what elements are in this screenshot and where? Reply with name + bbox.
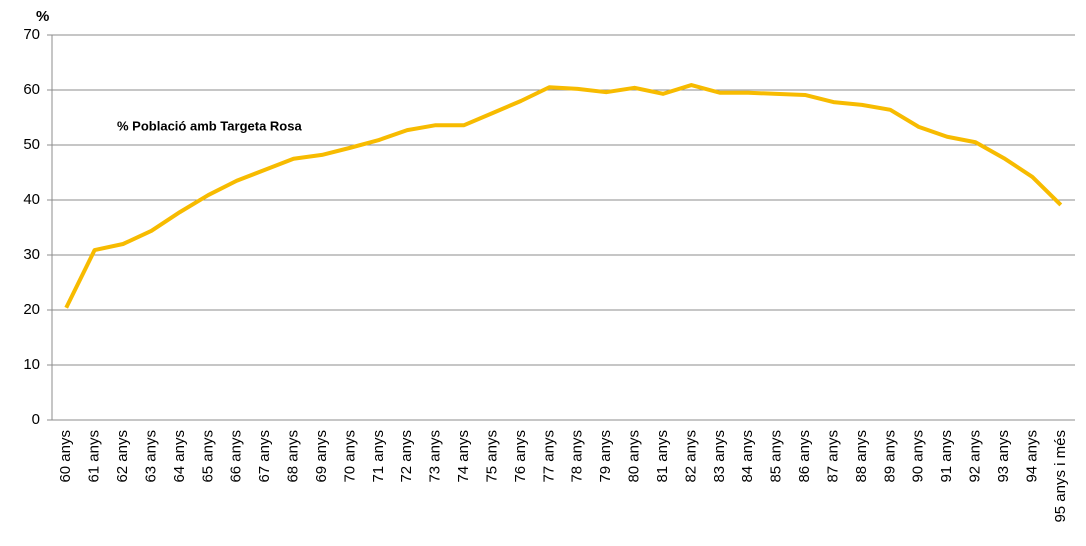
x-tick-label: 86 anys [796,430,813,483]
x-tick-label: 77 anys [540,430,557,483]
x-tick-label: 71 anys [370,430,387,483]
y-tick-label: 10 [23,356,40,373]
x-tick-label: 61 anys [86,430,103,483]
x-tick-label: 64 anys [171,430,188,483]
y-tick-label: 50 [23,136,40,153]
y-axis-label: % [36,8,49,25]
x-tick-label: 81 anys [654,430,671,483]
x-tick-label: 78 anys [569,430,586,483]
x-tick-label: 79 anys [597,430,614,483]
x-tick-label: 88 anys [853,430,870,483]
y-tick-label: 0 [32,411,40,428]
x-tick-label: 75 anys [483,430,500,483]
x-tick-label: 70 anys [341,430,358,483]
x-tick-label: 68 anys [285,430,302,483]
x-tick-label: 66 anys [228,430,245,483]
x-tick-label: 83 anys [711,430,728,483]
y-tick-label: 20 [23,301,40,318]
x-tick-label: 90 anys [910,430,927,483]
x-tick-label: 62 anys [114,430,131,483]
x-tick-label: 73 anys [427,430,444,483]
x-tick-label: 85 anys [768,430,785,483]
x-tick-label: 69 anys [313,430,330,483]
x-tick-label: 74 anys [455,430,472,483]
x-tick-label: 67 anys [256,430,273,483]
annotation: % Població amb Targeta Rosa [117,118,302,133]
line [64,83,1063,309]
x-tick-label: 76 anys [512,430,529,483]
x-tick-label: 60 anys [57,430,74,483]
x-tick-label: 84 anys [739,430,756,483]
y-tick-label: 70 [23,26,40,43]
x-tick-label: 93 anys [995,430,1012,483]
x-tick-label: 80 anys [626,430,643,483]
y-tick-label: 30 [23,246,40,263]
x-tick-label: 65 anys [199,430,216,483]
x-tick-label: 94 anys [1023,430,1040,483]
x-tick-label: 87 anys [824,430,841,483]
x-tick-label: 89 anys [881,430,898,483]
y-tick-label: 60 [23,81,40,98]
x-tick-label: 82 anys [682,430,699,483]
x-tick-label: 92 anys [967,430,984,483]
x-tick-label: 91 anys [938,430,955,483]
x-tick-label: 95 anys i més [1052,430,1069,523]
x-tick-label: 72 anys [398,430,415,483]
x-tick-label: 63 anys [142,430,159,483]
y-tick-label: 40 [23,191,40,208]
